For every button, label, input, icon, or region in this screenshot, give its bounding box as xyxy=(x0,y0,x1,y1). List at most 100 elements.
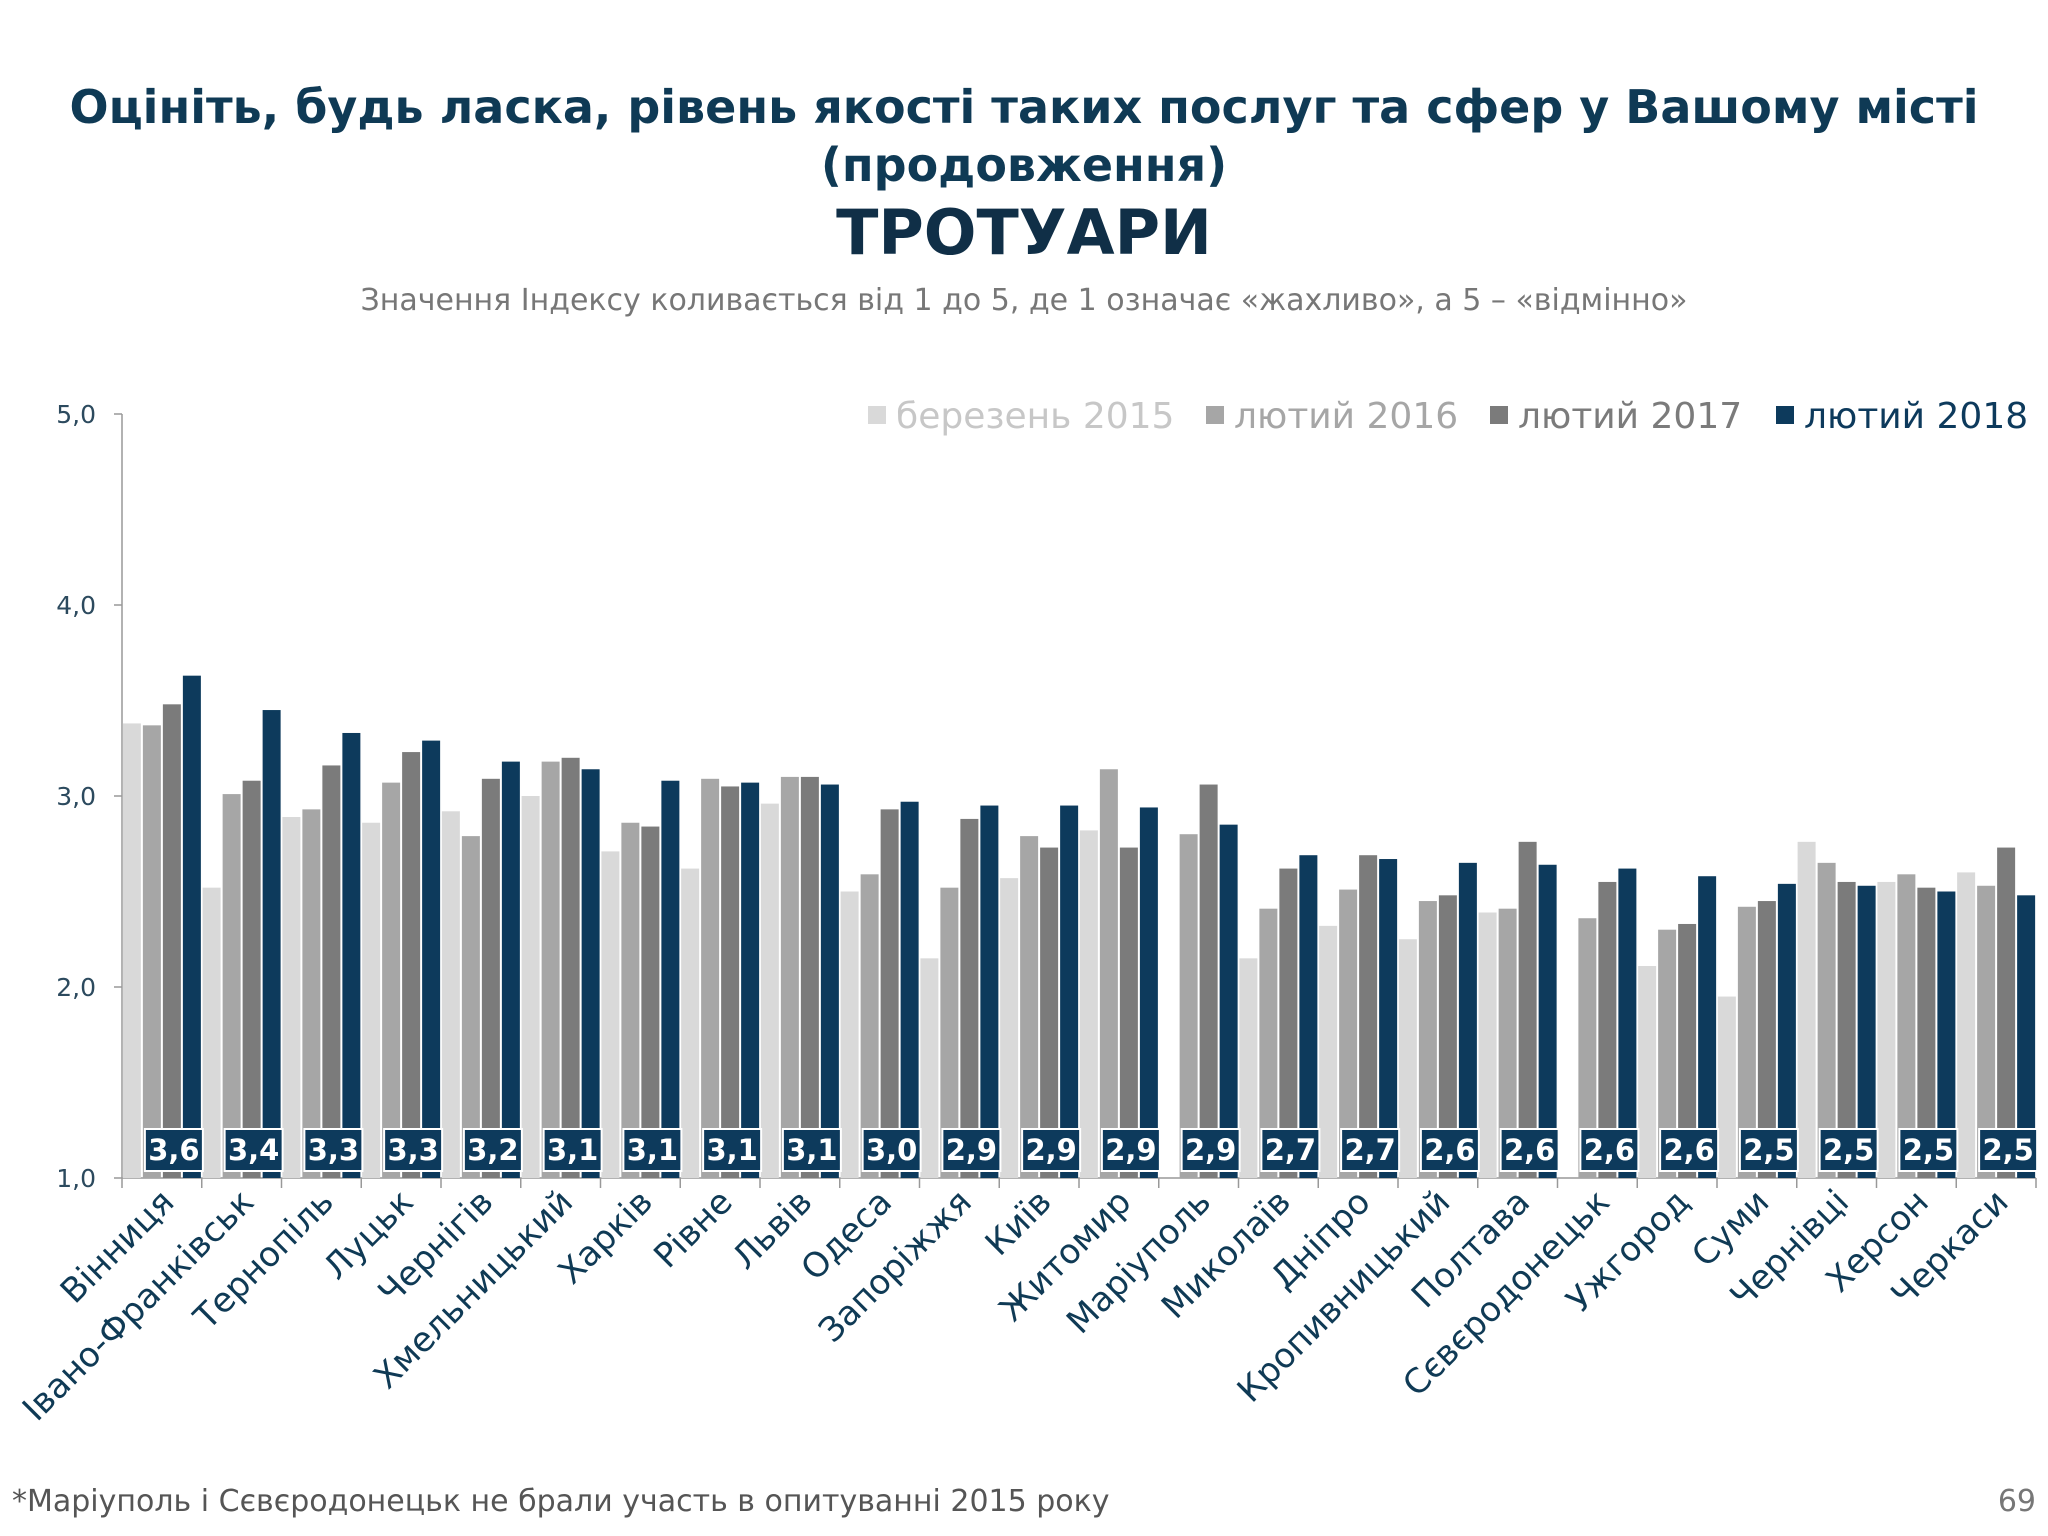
legend-swatch xyxy=(868,406,886,424)
data-label: 2,9 xyxy=(1105,1133,1156,1167)
bar-4-7 xyxy=(661,780,680,1178)
bar-2-7 xyxy=(621,822,640,1178)
bar-2-8 xyxy=(701,778,720,1178)
data-label-box xyxy=(1340,1128,1401,1172)
bar-4-3 xyxy=(342,732,361,1178)
page-number: 69 xyxy=(1997,1484,2036,1519)
bar-4-18 xyxy=(1538,864,1557,1178)
bar-2-10 xyxy=(860,874,879,1178)
data-label-box xyxy=(941,1128,1002,1172)
data-label: 3,3 xyxy=(387,1133,438,1167)
bar-4-13 xyxy=(1139,807,1158,1178)
data-label: 3,1 xyxy=(786,1133,837,1167)
bar-2-9 xyxy=(780,776,799,1178)
bar-2-18 xyxy=(1498,908,1517,1178)
legend: березень 2015 лютий 2016 лютий 2017 лютий 2… xyxy=(868,396,2028,437)
bar-1-9 xyxy=(760,803,779,1178)
data-label-box xyxy=(1898,1128,1959,1172)
bar-2-3 xyxy=(302,809,321,1178)
bar-3-7 xyxy=(641,826,660,1178)
legend-swatch xyxy=(1490,406,1508,424)
bar-4-15 xyxy=(1299,855,1318,1178)
bar-1-4 xyxy=(362,822,381,1178)
data-label-box xyxy=(1419,1128,1480,1172)
data-label: 2,5 xyxy=(1823,1133,1874,1167)
y-tick-label: 2,0 xyxy=(56,973,96,1002)
bar-1-17 xyxy=(1398,939,1417,1178)
legend-label: березень 2015 xyxy=(896,396,1174,437)
bar-4-10 xyxy=(900,801,919,1178)
bar-3-16 xyxy=(1359,855,1378,1178)
bar-4-17 xyxy=(1458,862,1477,1178)
bar-3-6 xyxy=(561,757,580,1178)
bar-3-17 xyxy=(1438,895,1457,1178)
y-tick-label: 4,0 xyxy=(56,591,96,620)
data-label: 2,7 xyxy=(1344,1133,1395,1167)
bar-2-1 xyxy=(142,725,161,1178)
bar-4-4 xyxy=(422,740,441,1178)
bar-1-22 xyxy=(1797,841,1816,1178)
data-label-box xyxy=(1738,1128,1799,1172)
bar-4-11 xyxy=(980,805,999,1178)
bar-1-12 xyxy=(1000,878,1019,1178)
bar-2-22 xyxy=(1817,862,1836,1178)
data-label: 3,1 xyxy=(627,1133,678,1167)
data-label-box xyxy=(1978,1128,2039,1172)
data-label: 2,9 xyxy=(1185,1133,1236,1167)
axes: 1,0 2,0 3,0 4,0 5,0 xyxy=(56,400,2037,1193)
data-label-box xyxy=(1180,1128,1241,1172)
data-label-box xyxy=(542,1128,603,1172)
bar-1-18 xyxy=(1478,912,1497,1178)
data-label: 3,6 xyxy=(148,1133,199,1167)
bar-2-16 xyxy=(1339,889,1358,1178)
bar-1-10 xyxy=(840,891,859,1178)
data-label: 2,5 xyxy=(1903,1133,1954,1167)
bar-3-5 xyxy=(481,778,500,1178)
bar-1-6 xyxy=(521,796,540,1178)
bar-3-3 xyxy=(322,765,341,1178)
bars-layer xyxy=(122,675,2036,1178)
y-tick-label: 5,0 xyxy=(56,400,96,429)
bar-1-15 xyxy=(1239,958,1258,1178)
bar-2-21 xyxy=(1737,906,1756,1178)
data-label: 3,2 xyxy=(467,1133,518,1167)
bar-3-22 xyxy=(1837,881,1856,1178)
data-label: 3,1 xyxy=(706,1133,757,1167)
bar-1-20 xyxy=(1638,965,1657,1178)
bar-3-12 xyxy=(1040,847,1059,1178)
legend-label: лютий 2016 xyxy=(1234,396,1458,437)
y-tick-label: 3,0 xyxy=(56,782,96,811)
bar-4-9 xyxy=(820,784,839,1178)
bar-3-14 xyxy=(1199,784,1218,1178)
data-label-box xyxy=(781,1128,842,1172)
bar-4-12 xyxy=(1060,805,1079,1178)
category-label: Рівне xyxy=(646,1182,740,1276)
legend-swatch xyxy=(1206,406,1224,424)
bar-2-11 xyxy=(940,887,959,1178)
bar-3-8 xyxy=(721,786,740,1178)
data-label-box xyxy=(1818,1128,1879,1172)
bar-2-5 xyxy=(461,836,480,1178)
data-label-box xyxy=(1100,1128,1161,1172)
bar-4-22 xyxy=(1857,885,1876,1178)
legend-swatch xyxy=(1776,406,1794,424)
data-label: 2,9 xyxy=(1025,1133,1076,1167)
bar-1-5 xyxy=(441,811,460,1178)
data-label-box xyxy=(1499,1128,1560,1172)
bar-1-3 xyxy=(282,817,301,1178)
bar-1-11 xyxy=(920,958,939,1178)
bar-3-18 xyxy=(1518,841,1537,1178)
bar-4-2 xyxy=(262,710,281,1178)
data-label-box xyxy=(1659,1128,1720,1172)
data-label: 2,6 xyxy=(1504,1133,1555,1167)
bar-2-2 xyxy=(222,794,241,1178)
bar-3-2 xyxy=(242,780,261,1178)
bar-3-11 xyxy=(960,818,979,1178)
bar-2-14 xyxy=(1179,834,1198,1178)
bar-3-15 xyxy=(1279,868,1298,1178)
data-label-box xyxy=(223,1128,284,1172)
data-labels-layer: 3,6 3,4 3,3 3,3 3,2 3,1 3,1 3,1 3,1 3,0 2,9 2,9 2,9 2… xyxy=(143,1128,2039,1172)
bar-2-6 xyxy=(541,761,560,1178)
data-label-box xyxy=(383,1128,444,1172)
bar-4-14 xyxy=(1219,824,1238,1178)
